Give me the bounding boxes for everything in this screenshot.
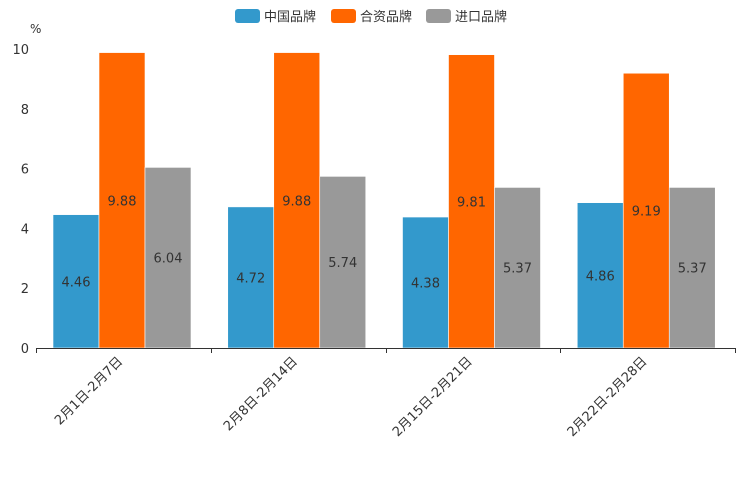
legend-swatch-2 [331,9,356,23]
bar-1-3 [144,167,192,349]
legend-label-1: 中国品牌 [264,9,316,25]
data-label-1-2: 9.88 [108,194,137,209]
bar-3-2 [448,54,495,349]
legend-swatch-1 [235,9,260,23]
data-label-4-1: 4.86 [586,269,615,284]
data-label-3-2: 9.81 [457,195,486,210]
y-tick-label: 4 [21,222,29,237]
data-label-4-3: 5.37 [678,262,707,277]
x-category-label-2: 2月8日-2月14日 [221,354,301,434]
bar-2-1 [227,206,275,349]
legend: 中国品牌 合资品牌 进口品牌 [235,9,507,25]
legend-swatch-3 [426,9,451,23]
data-label-1-1: 4.46 [62,275,91,290]
y-axis: 0 2 4 6 8 10 [12,43,29,357]
y-axis-unit-label: % [30,22,41,36]
x-category-label-4: 2月22日-2月28日 [565,354,651,440]
bar-1-1 [52,214,100,349]
data-label-1-3: 6.04 [154,252,183,267]
data-label-2-1: 4.72 [236,271,265,286]
legend-label-3: 进口品牌 [455,9,507,25]
bars: 4.46 9.88 6.04 4.72 9.88 5.74 4.38 9.81 5.37 4.86… [52,52,716,349]
bar-2-3 [319,176,367,349]
y-tick-label: 0 [21,342,29,357]
x-category-label-3: 2月15日-2月21日 [390,354,476,440]
bar-2-2 [273,52,321,349]
data-label-2-3: 5.74 [328,256,357,271]
data-label-3-1: 4.38 [411,277,440,292]
data-label-4-2: 9.19 [632,205,661,220]
data-label-2-2: 9.88 [282,194,311,209]
data-label-3-3: 5.37 [503,262,532,277]
bar-4-1 [576,202,624,349]
legend-label-2: 合资品牌 [360,9,412,25]
bar-1-2 [98,52,146,349]
y-tick-label: 2 [21,282,29,297]
y-tick-label: 6 [21,163,29,178]
x-axis: 2月1日-2月7日 2月8日-2月14日 2月15日-2月21日 2月22日-2月28… [36,348,736,440]
bar-4-3 [668,187,716,349]
x-category-label-1: 2月1日-2月7日 [52,354,126,428]
y-tick-label: 10 [12,43,29,58]
y-tick-label: 8 [21,103,29,118]
